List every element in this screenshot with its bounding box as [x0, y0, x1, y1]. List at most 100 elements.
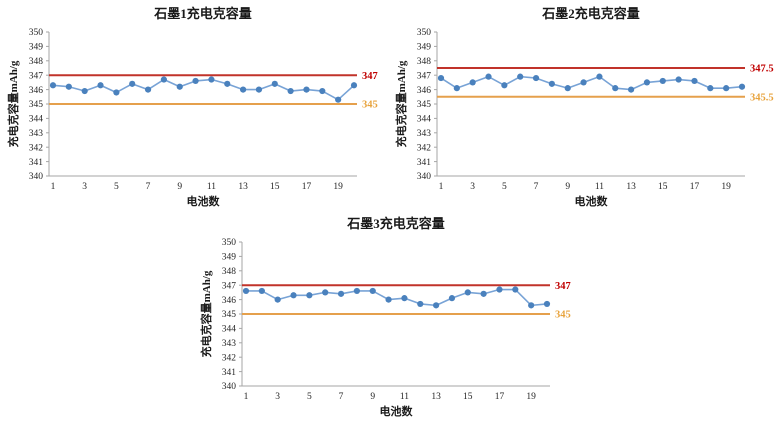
y-tick-label: 348	[222, 267, 237, 277]
x-tick-label: 19	[721, 182, 731, 192]
data-point	[176, 83, 183, 90]
lower-limit-label: 345	[362, 100, 378, 111]
data-point	[350, 82, 358, 89]
data-point	[258, 287, 265, 295]
data-point	[335, 96, 342, 103]
data-point	[480, 290, 487, 297]
y-tick-label: 347	[29, 71, 44, 81]
y-tick-label: 340	[29, 172, 44, 182]
y-tick-label: 348	[417, 57, 432, 67]
y-tick-label: 344	[222, 325, 237, 335]
x-tick-label: 9	[370, 392, 375, 402]
x-tick-label: 3	[470, 182, 475, 192]
data-point	[643, 79, 651, 86]
data-point	[287, 87, 294, 95]
data-point	[369, 287, 376, 295]
x-tick-label: 15	[658, 182, 668, 192]
y-tick-label: 343	[417, 129, 432, 139]
y-tick-label: 343	[222, 339, 237, 349]
data-point	[353, 287, 360, 295]
x-tick-label: 15	[270, 182, 280, 192]
data-point	[723, 85, 730, 92]
x-tick-label: 19	[333, 182, 343, 192]
data-point	[255, 86, 263, 93]
data-point	[659, 77, 666, 85]
upper-limit-label: 347	[362, 71, 378, 82]
data-point	[322, 289, 329, 296]
y-tick-label: 340	[222, 382, 237, 392]
x-tick-label: 7	[339, 392, 344, 402]
y-tick-label: 341	[222, 368, 237, 378]
data-point	[385, 296, 392, 303]
x-tick-label: 13	[431, 392, 441, 402]
data-point	[464, 289, 471, 296]
y-tick-label: 349	[417, 43, 432, 53]
x-tick-label: 7	[146, 182, 151, 192]
data-point	[160, 76, 167, 83]
y-axis-title: 充电克容量mAh/g	[199, 270, 213, 357]
x-tick-label: 7	[534, 182, 539, 192]
x-tick-label: 1	[244, 392, 249, 402]
data-point	[417, 300, 424, 308]
y-tick-label: 348	[29, 57, 44, 67]
data-point	[242, 287, 250, 295]
data-point	[240, 86, 247, 93]
x-tick-label: 9	[177, 182, 182, 192]
y-tick-label: 349	[222, 253, 237, 263]
y-axis-title: 充电克容量mAh/g	[394, 60, 408, 147]
chart-graphite-3: 石墨3充电克容量 340 341 342 343 344 345 346 347 348 349 35…	[197, 212, 583, 424]
data-point	[303, 86, 310, 93]
y-tick-label: 350	[29, 28, 44, 38]
data-point	[437, 74, 445, 82]
data-point	[612, 85, 619, 92]
data-point	[469, 79, 476, 86]
y-tick-label: 341	[417, 158, 432, 168]
y-tick-label: 342	[417, 143, 432, 153]
data-point	[707, 85, 714, 92]
data-point	[496, 286, 503, 293]
x-tick-label: 11	[207, 182, 216, 192]
upper-limit-label: 347	[555, 281, 571, 292]
x-tick-label: 5	[502, 182, 507, 192]
x-tick-label: 11	[595, 182, 604, 192]
data-point	[448, 295, 456, 302]
data-point	[337, 290, 345, 297]
y-tick-label: 346	[222, 296, 237, 306]
chart-title: 石墨3充电克容量	[346, 216, 445, 231]
data-point	[306, 292, 313, 299]
x-axis-title: 电池数	[380, 404, 414, 418]
y-tick-label: 347	[417, 71, 432, 81]
data-point	[192, 77, 199, 85]
data-point	[738, 83, 746, 90]
data-point	[528, 302, 535, 309]
data-point	[512, 286, 519, 293]
x-tick-label: 5	[114, 182, 119, 192]
data-point	[274, 296, 281, 303]
data-point	[517, 73, 524, 80]
y-tick-label: 345	[417, 100, 432, 110]
data-point	[224, 80, 231, 87]
x-tick-label: 5	[307, 392, 312, 402]
data-point	[49, 82, 57, 89]
data-point	[81, 87, 88, 95]
x-tick-label: 1	[51, 182, 56, 192]
data-point	[401, 295, 408, 302]
data-point	[271, 80, 278, 87]
x-tick-label: 3	[275, 392, 280, 402]
data-point	[129, 80, 136, 87]
y-axis-title: 充电克容量mAh/g	[6, 60, 20, 147]
x-axis-title: 电池数	[187, 194, 221, 208]
lower-limit-label: 345.5	[750, 92, 774, 103]
y-tick-label: 344	[417, 115, 432, 125]
x-tick-label: 1	[439, 182, 444, 192]
x-tick-label: 9	[565, 182, 570, 192]
data-point	[501, 82, 508, 89]
data-point	[596, 73, 603, 80]
data-point	[564, 85, 571, 92]
chart-graphite-2: 石墨2充电克容量 340 341 342 343 344 345 346 347 348 349 35…	[392, 2, 778, 214]
data-point	[433, 302, 440, 309]
chart-graphite-1: 石墨1充电克容量 340 341 342 343 344 345 346 347 348 349 35…	[4, 2, 390, 214]
y-tick-label: 343	[29, 129, 44, 139]
y-tick-label: 346	[29, 86, 44, 96]
